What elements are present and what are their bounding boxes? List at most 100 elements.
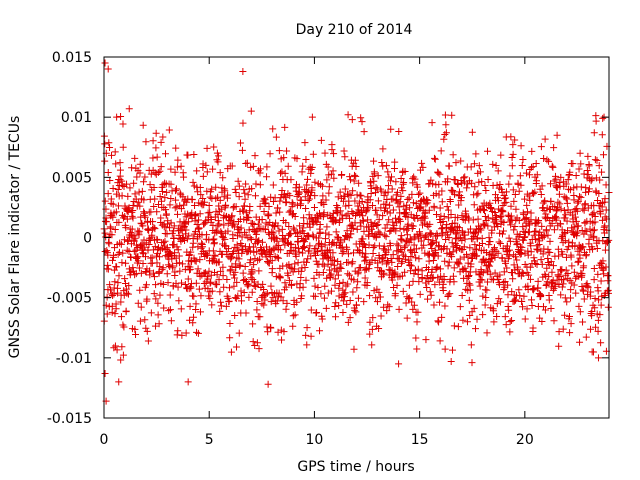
data-point bbox=[297, 267, 305, 275]
data-point bbox=[310, 274, 318, 282]
data-point bbox=[422, 232, 430, 240]
data-point bbox=[417, 203, 425, 211]
data-point bbox=[364, 203, 372, 211]
data-point bbox=[440, 276, 448, 284]
data-point bbox=[189, 178, 197, 186]
data-point bbox=[347, 230, 355, 238]
data-point bbox=[450, 264, 458, 272]
y-tick-label: 0 bbox=[83, 231, 92, 247]
data-point bbox=[294, 259, 302, 267]
data-point bbox=[263, 163, 271, 171]
data-point bbox=[197, 292, 205, 300]
data-point bbox=[336, 207, 344, 215]
data-point bbox=[576, 308, 584, 316]
data-point bbox=[279, 297, 287, 305]
data-point bbox=[343, 227, 351, 235]
data-point bbox=[525, 192, 533, 200]
data-point bbox=[402, 237, 410, 245]
data-point bbox=[239, 207, 247, 215]
data-point bbox=[228, 162, 236, 170]
data-point bbox=[389, 218, 397, 226]
data-point bbox=[570, 196, 578, 204]
data-point bbox=[325, 189, 333, 197]
data-point bbox=[269, 229, 277, 237]
data-point bbox=[171, 204, 179, 212]
data-point bbox=[302, 331, 310, 339]
x-tick-label: 10 bbox=[306, 432, 324, 448]
data-point bbox=[382, 200, 390, 208]
data-point bbox=[194, 225, 202, 233]
data-point bbox=[253, 306, 261, 314]
data-point bbox=[300, 244, 308, 252]
data-point bbox=[281, 235, 289, 243]
data-point bbox=[408, 190, 416, 198]
data-point bbox=[149, 137, 157, 145]
data-point bbox=[409, 199, 417, 207]
data-point bbox=[311, 178, 319, 186]
data-point bbox=[196, 256, 204, 264]
data-point bbox=[274, 222, 282, 230]
data-point bbox=[122, 307, 130, 315]
data-point bbox=[344, 318, 352, 326]
data-point bbox=[241, 195, 249, 203]
data-point bbox=[215, 220, 223, 228]
data-point bbox=[324, 163, 332, 171]
data-point bbox=[258, 238, 266, 246]
data-point bbox=[341, 289, 349, 297]
data-point bbox=[367, 184, 375, 192]
data-point bbox=[602, 263, 610, 271]
data-point bbox=[337, 264, 345, 272]
data-point bbox=[359, 217, 367, 225]
data-point bbox=[208, 287, 216, 295]
data-point bbox=[144, 226, 152, 234]
data-point bbox=[474, 215, 482, 223]
data-point bbox=[336, 188, 344, 196]
data-point bbox=[492, 161, 500, 169]
data-point bbox=[363, 207, 371, 215]
data-point bbox=[566, 329, 574, 337]
data-point bbox=[530, 254, 538, 262]
y-axis: -0.015 -0.01 -0.005 0 0.005 0.01 0.015 bbox=[47, 50, 609, 427]
data-point bbox=[121, 275, 129, 283]
data-point bbox=[175, 297, 183, 305]
data-point bbox=[384, 301, 392, 309]
data-point bbox=[585, 235, 593, 243]
data-point bbox=[465, 280, 473, 288]
data-point bbox=[423, 196, 431, 204]
data-point bbox=[354, 202, 362, 210]
data-point bbox=[594, 270, 602, 278]
data-point bbox=[446, 290, 454, 298]
data-point bbox=[212, 183, 220, 191]
data-point bbox=[515, 217, 523, 225]
data-point bbox=[422, 336, 430, 344]
data-point bbox=[590, 129, 598, 137]
data-point bbox=[124, 192, 132, 200]
data-point bbox=[144, 337, 152, 345]
data-point bbox=[301, 263, 309, 271]
data-point bbox=[136, 202, 144, 210]
data-point bbox=[125, 265, 133, 273]
data-point bbox=[500, 219, 508, 227]
data-point bbox=[344, 250, 352, 258]
data-point bbox=[332, 313, 340, 321]
data-point bbox=[481, 181, 489, 189]
data-point bbox=[370, 157, 378, 165]
data-point bbox=[552, 175, 560, 183]
data-point bbox=[418, 273, 426, 281]
data-point bbox=[146, 271, 154, 279]
data-point bbox=[559, 280, 567, 288]
data-point bbox=[345, 234, 353, 242]
data-point bbox=[224, 191, 232, 199]
data-point bbox=[507, 212, 515, 220]
data-point bbox=[128, 212, 136, 220]
data-point bbox=[391, 270, 399, 278]
data-point bbox=[472, 252, 480, 260]
data-point bbox=[506, 172, 514, 180]
data-point bbox=[515, 286, 523, 294]
data-point bbox=[209, 247, 217, 255]
data-point bbox=[504, 211, 512, 219]
data-point bbox=[346, 173, 354, 181]
data-point bbox=[506, 328, 514, 336]
data-point bbox=[485, 234, 493, 242]
data-point bbox=[455, 260, 463, 268]
